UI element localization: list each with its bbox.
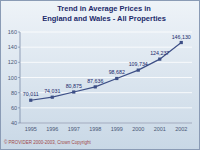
x-tick-label: 2000 (132, 126, 144, 132)
grid (18, 32, 192, 123)
data-label: 109,734 (129, 61, 148, 67)
chart-root: Trend in Average Prices inEngland and Wa… (0, 0, 200, 150)
grid-line (20, 47, 192, 48)
grid-line (20, 77, 192, 78)
marker (180, 41, 183, 44)
data-label: 80,875 (66, 83, 82, 89)
title: Trend in Average Prices in (57, 4, 151, 13)
marker (94, 85, 97, 88)
subtitle: England and Wales - All Properties (42, 14, 166, 23)
data-label: 98,682 (109, 69, 125, 75)
marker (158, 58, 161, 61)
x-tick-label: 1996 (46, 126, 58, 132)
grid-line (20, 123, 192, 124)
chart: Trend in Average Prices inEngland and Wa… (0, 0, 200, 150)
grid-line (20, 32, 192, 33)
y-tick-label: 120 (8, 59, 17, 65)
grid-line (20, 62, 192, 63)
y-tick-label: 140 (8, 44, 17, 50)
x-tick-label: 1997 (68, 126, 80, 132)
footer-note: © PROVIDER 2000-2003, Crown Copyright (4, 139, 92, 145)
y-axis (20, 32, 21, 123)
marker (115, 77, 118, 80)
data-label: 87,636 (87, 78, 103, 84)
x-tick-label: 2001 (154, 126, 166, 132)
y-tick-label: 60 (11, 105, 17, 111)
y-tick-label: 80 (11, 90, 17, 96)
x-tick-label: 1995 (25, 126, 37, 132)
line (31, 43, 182, 101)
x-axis (20, 123, 192, 124)
marker (29, 99, 32, 102)
marker (51, 96, 54, 99)
y-tick-label: 100 (8, 75, 17, 81)
data-label: 70,011 (23, 91, 39, 97)
grid-line (20, 107, 192, 108)
x-tick-label: 1999 (111, 126, 123, 132)
data-label: 124,237 (150, 50, 169, 56)
x-tick-label: 1998 (89, 126, 101, 132)
y-tick-label: 40 (11, 120, 17, 126)
data-label: 146,130 (172, 34, 191, 40)
y-tick-label: 160 (8, 29, 17, 35)
x-tick-label: 2002 (175, 126, 187, 132)
marker (72, 90, 75, 93)
marker (137, 69, 140, 72)
background (1, 1, 200, 150)
series (29, 41, 183, 102)
data-label: 74,031 (44, 88, 60, 94)
